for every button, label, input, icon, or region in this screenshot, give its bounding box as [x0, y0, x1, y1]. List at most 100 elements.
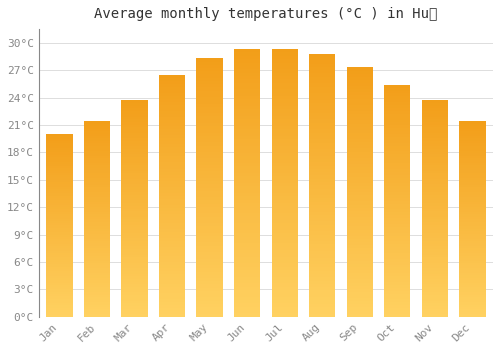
- Bar: [46, 276, 72, 278]
- Bar: [346, 254, 373, 258]
- Bar: [234, 173, 260, 176]
- Bar: [422, 279, 448, 282]
- Bar: [346, 86, 373, 89]
- Bar: [159, 141, 185, 144]
- Bar: [309, 192, 336, 195]
- Bar: [84, 266, 110, 268]
- Bar: [272, 250, 298, 253]
- Bar: [159, 84, 185, 87]
- Bar: [384, 256, 410, 259]
- Bar: [122, 173, 148, 176]
- Bar: [84, 146, 110, 148]
- Bar: [84, 229, 110, 231]
- Bar: [234, 106, 260, 109]
- Bar: [346, 167, 373, 170]
- Bar: [159, 75, 185, 78]
- Bar: [234, 149, 260, 153]
- Bar: [159, 202, 185, 205]
- Bar: [346, 192, 373, 195]
- Bar: [46, 253, 72, 255]
- Bar: [122, 119, 148, 122]
- Bar: [159, 172, 185, 175]
- Bar: [46, 232, 72, 234]
- Bar: [309, 300, 336, 304]
- Bar: [122, 257, 148, 260]
- Bar: [309, 225, 336, 228]
- Bar: [159, 217, 185, 220]
- Bar: [159, 177, 185, 181]
- Bar: [196, 175, 223, 178]
- Bar: [122, 244, 148, 246]
- Bar: [46, 177, 72, 180]
- Bar: [422, 230, 448, 233]
- Bar: [460, 214, 485, 217]
- Bar: [384, 204, 410, 206]
- Bar: [46, 203, 72, 205]
- Bar: [46, 212, 72, 214]
- Bar: [346, 251, 373, 254]
- Bar: [460, 231, 485, 234]
- Bar: [272, 130, 298, 133]
- Bar: [384, 288, 410, 291]
- Bar: [422, 165, 448, 168]
- Bar: [384, 227, 410, 230]
- Bar: [309, 159, 336, 162]
- Bar: [422, 133, 448, 135]
- Bar: [272, 160, 298, 163]
- Bar: [384, 125, 410, 128]
- Bar: [384, 279, 410, 282]
- Bar: [84, 180, 110, 182]
- Bar: [422, 117, 448, 119]
- Bar: [234, 52, 260, 56]
- Bar: [46, 159, 72, 161]
- Bar: [84, 207, 110, 209]
- Bar: [159, 108, 185, 111]
- Bar: [234, 146, 260, 149]
- Bar: [46, 209, 72, 212]
- Bar: [309, 314, 336, 317]
- Bar: [159, 81, 185, 84]
- Bar: [346, 307, 373, 310]
- Bar: [46, 280, 72, 282]
- Bar: [272, 149, 298, 153]
- Bar: [272, 190, 298, 193]
- Bar: [122, 265, 148, 268]
- Bar: [272, 99, 298, 103]
- Bar: [272, 186, 298, 190]
- Bar: [159, 241, 185, 244]
- Bar: [272, 243, 298, 246]
- Bar: [234, 153, 260, 156]
- Bar: [309, 287, 336, 290]
- Bar: [346, 301, 373, 304]
- Bar: [159, 271, 185, 274]
- Bar: [46, 196, 72, 198]
- Bar: [122, 309, 148, 312]
- Bar: [346, 264, 373, 267]
- Bar: [122, 314, 148, 317]
- Bar: [159, 150, 185, 153]
- Bar: [234, 72, 260, 76]
- Bar: [46, 173, 72, 175]
- Bar: [159, 120, 185, 123]
- Bar: [234, 196, 260, 200]
- Bar: [122, 209, 148, 211]
- Bar: [122, 228, 148, 230]
- Bar: [346, 148, 373, 152]
- Bar: [159, 208, 185, 211]
- Bar: [46, 239, 72, 241]
- Bar: [159, 289, 185, 293]
- Bar: [46, 214, 72, 216]
- Bar: [122, 287, 148, 290]
- Bar: [346, 236, 373, 239]
- Bar: [422, 238, 448, 241]
- Bar: [196, 281, 223, 285]
- Bar: [346, 158, 373, 161]
- Bar: [384, 117, 410, 120]
- Bar: [46, 306, 72, 308]
- Bar: [46, 255, 72, 258]
- Bar: [460, 278, 485, 280]
- Bar: [122, 182, 148, 184]
- Bar: [346, 205, 373, 208]
- Bar: [384, 91, 410, 93]
- Bar: [196, 243, 223, 246]
